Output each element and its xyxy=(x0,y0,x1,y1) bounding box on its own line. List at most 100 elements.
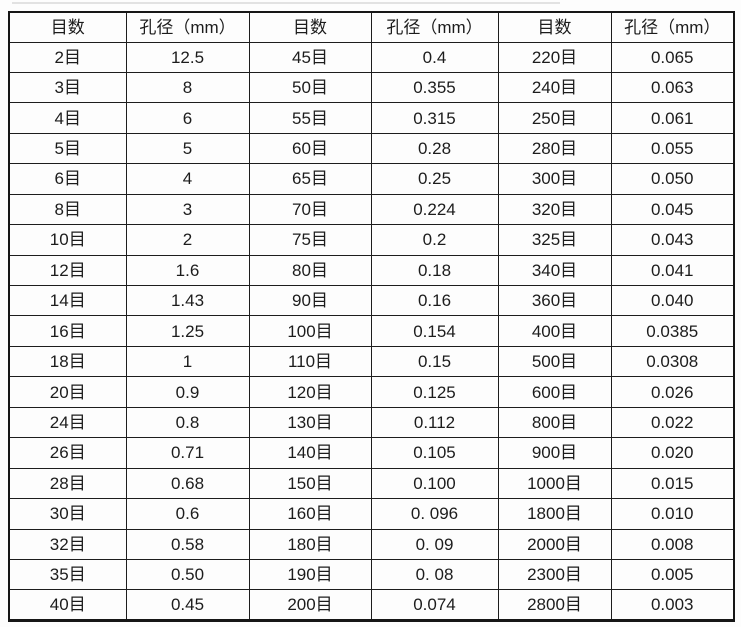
table-row: 40目 0.45 200目 0.074 2800目 0.003 xyxy=(8,589,735,621)
mesh-count-cell: 110目 xyxy=(248,345,372,378)
aperture-cell: 0.125 xyxy=(370,376,499,408)
mesh-count-cell: 120目 xyxy=(248,376,372,408)
mesh-count-cell: 400目 xyxy=(497,315,612,347)
aperture-cell: 3 xyxy=(125,193,250,226)
mesh-count-cell: 30目 xyxy=(8,498,127,530)
aperture-cell: 0.003 xyxy=(610,589,735,621)
aperture-cell: 0.008 xyxy=(610,528,735,560)
mesh-count-cell: 5目 xyxy=(8,132,127,165)
mesh-count-cell: 18目 xyxy=(8,345,127,378)
aperture-cell: 0.0308 xyxy=(610,345,735,378)
mesh-count-cell: 2目 xyxy=(8,41,127,73)
aperture-cell: 0.28 xyxy=(370,132,499,165)
aperture-cell: 0.100 xyxy=(370,467,499,500)
mesh-count-cell: 24目 xyxy=(8,406,127,439)
mesh-count-cell: 150目 xyxy=(248,467,372,500)
mesh-count-cell: 2800目 xyxy=(497,589,612,621)
table-row: 10目 2 75目 0.2 325目 0.043 xyxy=(8,224,735,256)
mesh-count-cell: 500目 xyxy=(497,345,612,378)
aperture-cell: 0.9 xyxy=(125,376,250,408)
table-row: 28目 0.68 150目 0.100 1000目 0.015 xyxy=(8,467,735,500)
mesh-count-cell: 240目 xyxy=(497,71,612,104)
aperture-cell: 0.25 xyxy=(370,163,499,195)
table-row: 5目 5 60目 0.28 280目 0.055 xyxy=(8,132,735,165)
mesh-count-cell: 140目 xyxy=(248,437,372,469)
aperture-cell: 0.041 xyxy=(610,254,735,287)
mesh-count-cell: 10目 xyxy=(8,224,127,256)
header-aperture-3: 孔径（mm） xyxy=(610,11,735,43)
aperture-cell: 4 xyxy=(125,163,250,195)
mesh-count-cell: 320目 xyxy=(497,193,612,226)
mesh-count-cell: 190目 xyxy=(248,558,372,591)
aperture-cell: 0.015 xyxy=(610,467,735,500)
aperture-cell: 8 xyxy=(125,71,250,104)
mesh-count-cell: 1000目 xyxy=(497,467,612,500)
aperture-cell: 0.71 xyxy=(125,437,250,469)
mesh-count-cell: 60目 xyxy=(248,132,372,165)
mesh-count-cell: 35目 xyxy=(8,558,127,591)
aperture-cell: 0.020 xyxy=(610,437,735,469)
mesh-count-cell: 600目 xyxy=(497,376,612,408)
mesh-count-cell: 250目 xyxy=(497,102,612,134)
aperture-cell: 0.50 xyxy=(125,558,250,591)
table-row: 2目 12.5 45目 0.4 220目 0.065 xyxy=(8,41,735,73)
mesh-count-cell: 160目 xyxy=(248,498,372,530)
aperture-cell: 0.68 xyxy=(125,467,250,500)
mesh-count-cell: 800目 xyxy=(497,406,612,439)
mesh-count-cell: 26目 xyxy=(8,437,127,469)
mesh-count-cell: 300目 xyxy=(497,163,612,195)
mesh-count-cell: 2000目 xyxy=(497,528,612,560)
table-row: 16目 1.25 100目 0.154 400目 0.0385 xyxy=(8,315,735,347)
mesh-count-cell: 65目 xyxy=(248,163,372,195)
aperture-cell: 0.45 xyxy=(125,589,250,621)
header-mesh-count-2: 目数 xyxy=(248,11,372,43)
aperture-cell: 0.074 xyxy=(370,589,499,621)
table-row: 20目 0.9 120目 0.125 600目 0.026 xyxy=(8,376,735,408)
header-mesh-count-1: 目数 xyxy=(8,11,127,43)
mesh-count-cell: 55目 xyxy=(248,102,372,134)
table-row: 6目 4 65目 0.25 300目 0.050 xyxy=(8,163,735,195)
table-row: 32目 0.58 180目 0. 09 2000目 0.008 xyxy=(8,528,735,560)
aperture-cell: 0.224 xyxy=(370,193,499,226)
aperture-cell: 0.18 xyxy=(370,254,499,287)
aperture-cell: 0.045 xyxy=(610,193,735,226)
aperture-cell: 2 xyxy=(125,224,250,256)
aperture-cell: 1.43 xyxy=(125,284,250,317)
aperture-cell: 12.5 xyxy=(125,41,250,73)
aperture-cell: 0.154 xyxy=(370,315,499,347)
aperture-cell: 5 xyxy=(125,132,250,165)
aperture-cell: 1 xyxy=(125,345,250,378)
mesh-count-cell: 8目 xyxy=(8,193,127,226)
mesh-count-cell: 3目 xyxy=(8,71,127,104)
mesh-count-cell: 180目 xyxy=(248,528,372,560)
mesh-count-cell: 130目 xyxy=(248,406,372,439)
table-row: 12目 1.6 80目 0.18 340目 0.041 xyxy=(8,254,735,287)
aperture-cell: 0.315 xyxy=(370,102,499,134)
mesh-count-cell: 12目 xyxy=(8,254,127,287)
table-row: 8目 3 70目 0.224 320目 0.045 xyxy=(8,193,735,226)
mesh-count-cell: 200目 xyxy=(248,589,372,621)
aperture-cell: 0.6 xyxy=(125,498,250,530)
mesh-count-cell: 900目 xyxy=(497,437,612,469)
mesh-count-cell: 4目 xyxy=(8,102,127,134)
aperture-cell: 0. 09 xyxy=(370,528,499,560)
mesh-count-cell: 100目 xyxy=(248,315,372,347)
mesh-count-cell: 280目 xyxy=(497,132,612,165)
aperture-cell: 0.055 xyxy=(610,132,735,165)
table-header: 目数 孔径（mm） 目数 孔径（mm） 目数 孔径（mm） xyxy=(8,11,735,43)
aperture-cell: 0.8 xyxy=(125,406,250,439)
mesh-count-cell: 6目 xyxy=(8,163,127,195)
aperture-cell: 0.355 xyxy=(370,71,499,104)
table-body: 2目 12.5 45目 0.4 220目 0.065 3目 8 50目 0.355 240目 0.06… xyxy=(8,41,735,621)
aperture-cell: 1.6 xyxy=(125,254,250,287)
mesh-count-cell: 90目 xyxy=(248,284,372,317)
mesh-count-cell: 40目 xyxy=(8,589,127,621)
table-row: 26目 0.71 140目 0.105 900目 0.020 xyxy=(8,437,735,469)
table-row: 3目 8 50目 0.355 240目 0.063 xyxy=(8,71,735,104)
aperture-cell: 0.061 xyxy=(610,102,735,134)
aperture-cell: 0.2 xyxy=(370,224,499,256)
header-mesh-count-3: 目数 xyxy=(497,11,612,43)
mesh-count-cell: 360目 xyxy=(497,284,612,317)
aperture-cell: 1.25 xyxy=(125,315,250,347)
